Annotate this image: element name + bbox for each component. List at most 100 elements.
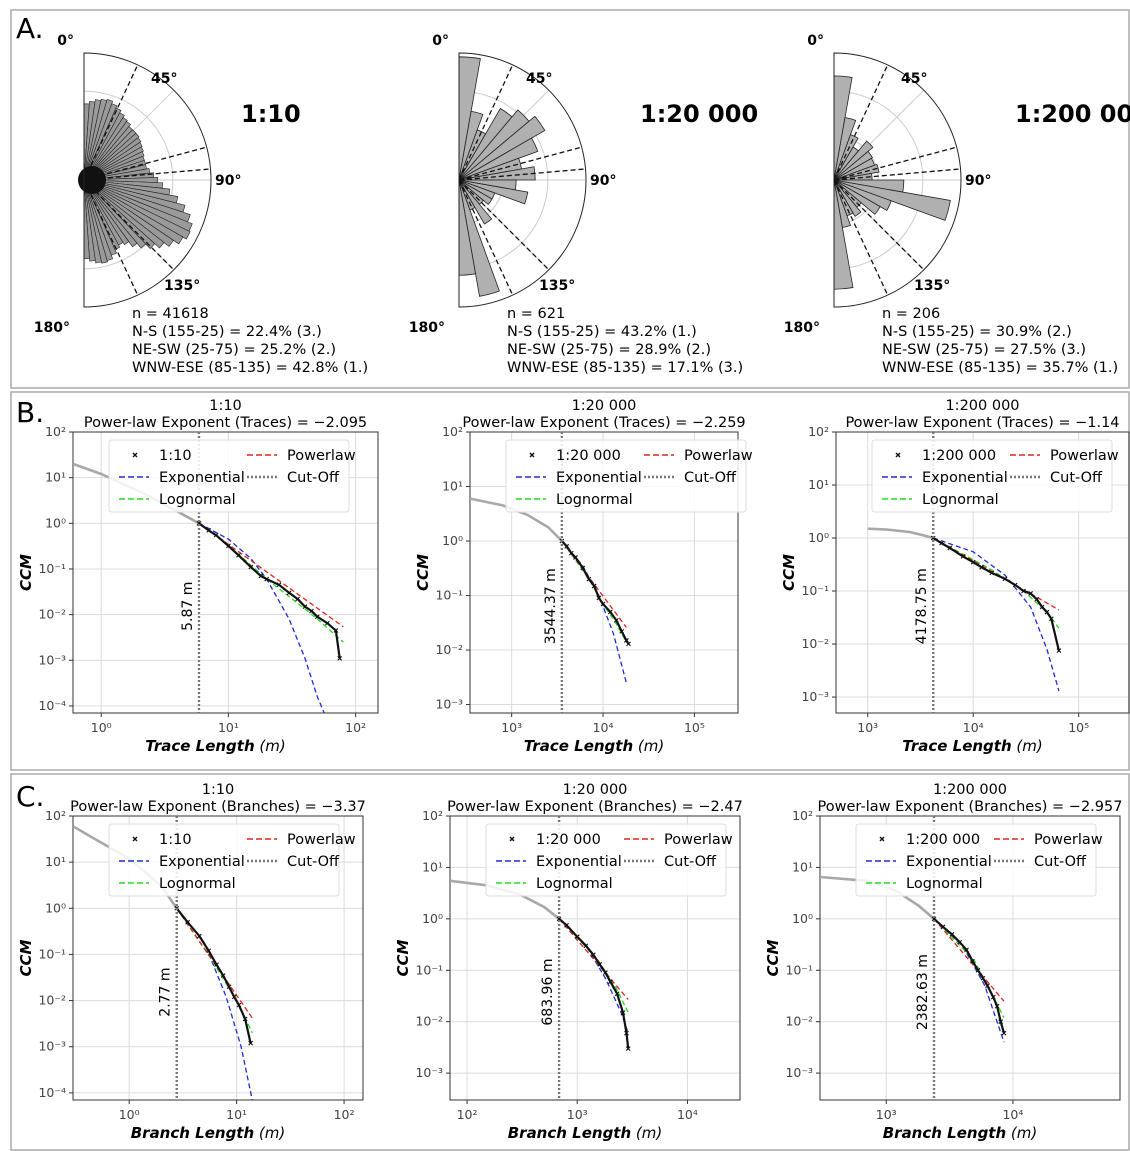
y-tick-label: 10⁰ — [45, 900, 66, 915]
rose-sector-boundary — [458, 179, 514, 296]
legend-box — [108, 823, 340, 897]
y-tick-label: 10² — [422, 808, 443, 823]
data-point — [1002, 576, 1008, 582]
legend-label: Powerlaw — [664, 832, 733, 848]
rose-petal — [833, 179, 862, 217]
data-point — [337, 655, 343, 661]
rose-petal — [83, 121, 131, 181]
x-tick-label: 10² — [345, 720, 366, 735]
y-tick-label: 10² — [442, 424, 463, 439]
rose-angle-label: 45° — [901, 71, 927, 87]
y-tick-label: 10⁻² — [435, 642, 463, 657]
x-axis-label: Trace Length (m) — [145, 737, 285, 755]
data-point — [626, 641, 631, 647]
data-point — [600, 601, 606, 607]
data-point — [231, 994, 237, 1000]
legend: 1:10 Exponential Lognormal Powerlaw Cut-Off — [108, 439, 356, 513]
data-point — [196, 520, 202, 526]
data-point — [625, 1046, 631, 1051]
data-point — [220, 973, 226, 978]
data-point — [333, 628, 339, 633]
data-curve — [175, 907, 252, 1044]
rose-petal — [83, 179, 102, 264]
legend-label: Lognormal — [159, 492, 236, 508]
rose-sector-boundary — [833, 168, 961, 181]
legend-marker — [879, 836, 885, 842]
x-axis-label: Trace Length (m) — [902, 737, 1042, 755]
rose-angle-label: 135° — [164, 278, 200, 294]
x-axis-label: Branch Length (m) — [883, 1124, 1038, 1142]
lognormal-fit-line — [561, 540, 627, 643]
data-point — [236, 552, 241, 558]
x-axis-label-text: Branch Length — [131, 1124, 254, 1142]
rose-summary-line: NE-SW (25-75) = 28.9% (2.) — [507, 342, 711, 358]
x-axis-unit: (m) — [254, 1124, 285, 1142]
data-point — [930, 535, 936, 541]
legend-label: Powerlaw — [684, 448, 753, 464]
rose-summary-line: N-S (155-25) = 30.9% (2.) — [882, 324, 1072, 340]
legend-label: 1:10 — [159, 832, 192, 848]
data-point — [1001, 1030, 1007, 1036]
rose-angle-label: 90° — [215, 173, 241, 189]
y-axis-label: CCM — [780, 554, 798, 591]
data-curve — [932, 537, 1060, 651]
data-point — [556, 916, 562, 922]
rose-angle-label: 180° — [784, 320, 820, 336]
rose-sector-boundary — [833, 179, 925, 271]
x-axis-label-text: Trace Length — [902, 737, 1011, 755]
y-tick-label: 10⁻² — [38, 993, 66, 1008]
legend-marker — [132, 452, 138, 458]
rose-summary-line: n = 206 — [882, 306, 940, 322]
y-axis-label: CCM — [394, 939, 412, 976]
y-tick-label: 10⁻² — [38, 607, 66, 622]
data-point — [614, 991, 620, 997]
data-point — [580, 565, 586, 571]
plot-title: 1:200 000 — [945, 398, 1019, 414]
plot-frame — [819, 815, 1121, 1101]
rose-angle-label: 180° — [409, 320, 445, 336]
data-point — [206, 948, 212, 954]
legend-box — [485, 823, 727, 897]
plot-title: 1:10 — [209, 398, 242, 414]
rose-angle-label: 90° — [590, 173, 616, 189]
x-tick-label: 10¹ — [218, 720, 239, 735]
y-axis-label: CCM — [764, 939, 782, 976]
data-point — [248, 564, 254, 570]
data-point — [931, 916, 937, 922]
legend-label: 1:20 000 — [536, 832, 601, 848]
data-point — [264, 576, 270, 582]
x-tick-label: 10¹ — [226, 1107, 247, 1122]
cutoff-label: 683.96 m — [540, 959, 556, 1026]
y-tick-label: 10² — [45, 808, 66, 823]
y-tick-label: 10¹ — [792, 859, 813, 874]
data-point — [568, 550, 574, 556]
legend: 1:10 Exponential Lognormal Powerlaw Cut-Off — [108, 823, 356, 897]
legend-marker — [132, 836, 138, 842]
rose-petal — [833, 179, 892, 212]
data-point — [1048, 616, 1054, 622]
data-point — [586, 576, 592, 582]
legend-label: Powerlaw — [287, 832, 356, 848]
data-point — [583, 943, 589, 949]
y-tick-label: 10⁰ — [442, 533, 463, 548]
y-tick-label: 10⁻³ — [415, 1065, 443, 1080]
plot-frame — [72, 431, 379, 714]
rose-summary-line: N-S (155-25) = 22.4% (3.) — [132, 324, 322, 340]
rose-petal — [83, 112, 125, 181]
rose-petal — [83, 179, 147, 249]
rose-petal — [83, 179, 130, 246]
cutoff-label: 3544.37 m — [543, 568, 559, 644]
y-tick-label: 10² — [792, 808, 813, 823]
rose-sector-boundary — [458, 146, 582, 181]
rose-petal — [83, 179, 108, 264]
legend-label: Exponential — [159, 854, 245, 870]
powerlaw-fit-line — [933, 918, 1005, 1002]
rose-summary-line: WNW-ESE (85-135) = 42.8% (1.) — [132, 360, 368, 376]
lognormal-fit-line — [198, 522, 344, 643]
cutoff-label: 2382.63 m — [915, 954, 931, 1030]
y-tick-label: 10⁰ — [422, 911, 443, 926]
rose-angle-label: 45° — [151, 71, 177, 87]
rose-sector-boundary — [833, 146, 957, 181]
